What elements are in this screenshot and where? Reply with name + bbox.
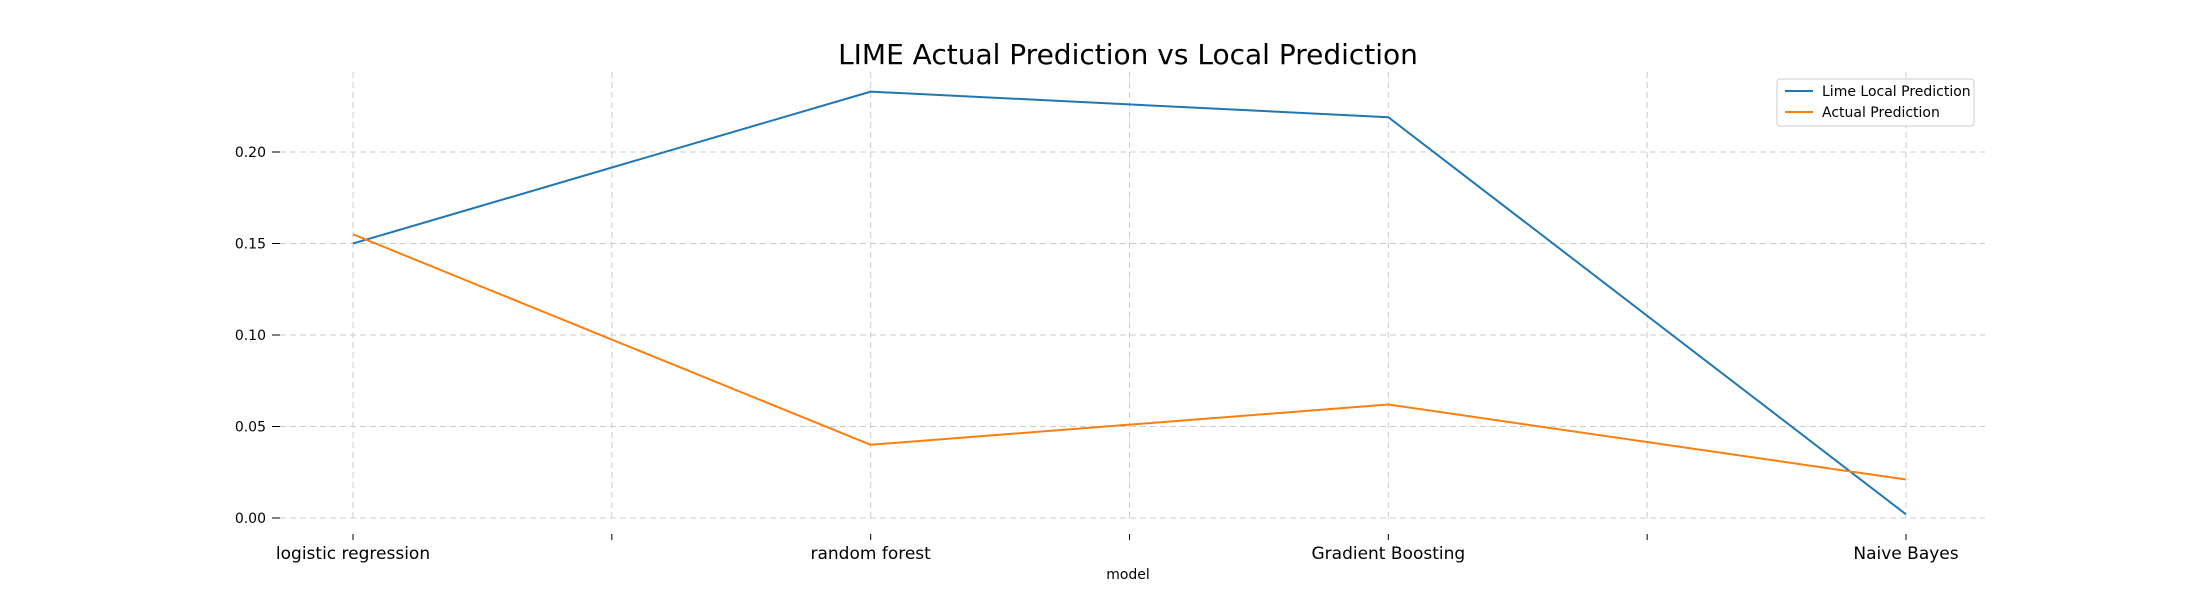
x-tick-label: random forest (811, 544, 932, 564)
y-tick-label: 0.15 (235, 237, 266, 253)
x-axis-label: model (1106, 567, 1150, 583)
x-axis-ticks: logistic regression random forest Gradient… (276, 534, 1959, 564)
x-tick-label: Naive Bayes (1853, 544, 1958, 564)
legend-box (1776, 78, 1975, 127)
series-line-lime-local-prediction (352, 90, 1907, 516)
x-tick-label: Gradient Boosting (1311, 544, 1465, 564)
legend: Lime Local Prediction Actual Prediction (1776, 78, 1975, 127)
y-tick-label: 0.00 (235, 511, 266, 527)
legend-label-lime-local-prediction: Lime Local Prediction (1822, 84, 1971, 100)
y-tick-label: 0.05 (235, 420, 266, 436)
series-lines (352, 90, 1907, 516)
grid (280, 72, 1985, 522)
series-line-actual-prediction (352, 233, 1907, 481)
y-tick-label: 0.20 (235, 145, 266, 161)
chart-title: LIME Actual Prediction vs Local Predicti… (838, 38, 1418, 71)
y-axis-ticks: 0.00 0.05 0.10 0.15 0.20 (235, 145, 280, 527)
legend-label-actual-prediction: Actual Prediction (1822, 105, 1940, 121)
x-tick-label: logistic regression (276, 544, 430, 564)
y-tick-label: 0.10 (235, 328, 266, 344)
